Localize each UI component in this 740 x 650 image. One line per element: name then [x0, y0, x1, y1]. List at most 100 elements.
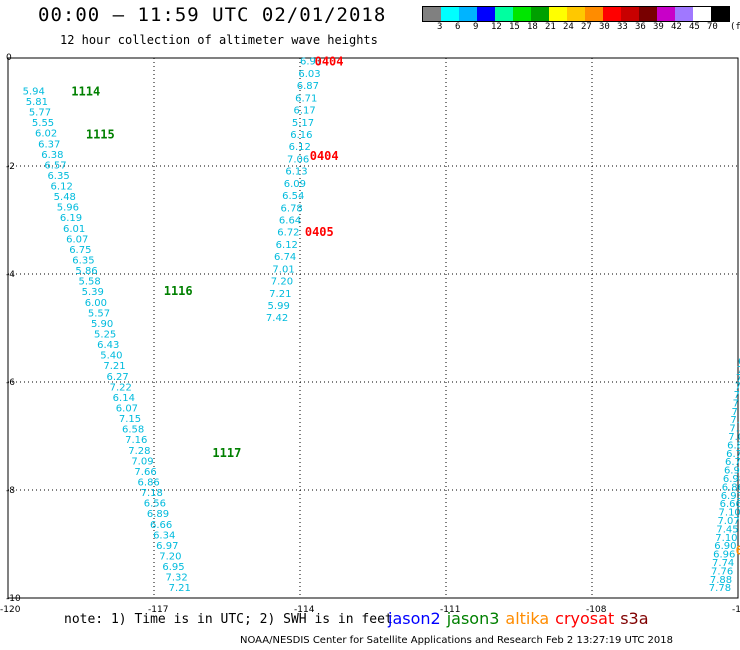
swh-value: 6.37: [38, 139, 60, 150]
pass-label: 0405: [305, 225, 334, 239]
color-swatch: [531, 7, 549, 21]
color-scale-tick: 33: [617, 22, 628, 32]
swh-value: 7: [735, 382, 740, 393]
lat-tick-label: 0: [6, 53, 12, 63]
swh-value: 6.72: [277, 228, 299, 239]
swh-value: 7: [737, 365, 740, 376]
swh-value: 7.76: [711, 566, 733, 577]
pass-label: 1114: [71, 84, 100, 98]
color-scale-tick: 15: [509, 22, 520, 32]
swh-value: 6: [738, 356, 740, 367]
swh-value: 7.21: [103, 361, 125, 372]
color-swatch: [711, 7, 729, 21]
swh-value: 6.12: [276, 240, 298, 251]
color-swatch: [549, 7, 567, 21]
swh-value: 7.5: [729, 424, 740, 435]
lon-tick-label: -108: [586, 605, 607, 615]
swh-value: 6.64: [279, 215, 301, 226]
lon-tick-label: -117: [148, 605, 168, 615]
swh-value: 6.16: [290, 130, 312, 141]
swh-value: 7.21: [169, 583, 191, 594]
color-swatch: [675, 7, 693, 21]
color-swatch: [585, 7, 603, 21]
lat-tick-label: -4: [6, 270, 15, 280]
map-title: 00:00 — 11:59 UTC 02/01/2018: [38, 4, 387, 26]
color-swatch: [657, 7, 675, 21]
color-scale-tick: 36: [635, 22, 646, 32]
swh-value: 6.56: [144, 499, 166, 510]
swh-value: 6.17: [294, 106, 316, 117]
color-swatch: [639, 7, 657, 21]
color-scale-tick: 3: [437, 22, 443, 32]
color-scale-tick: 21: [545, 22, 556, 32]
lon-tick-label: -105: [732, 605, 740, 615]
swh-value: 7.45: [716, 524, 738, 535]
lat-tick-label: -2: [6, 162, 15, 172]
color-scale-tick: 24: [563, 22, 574, 32]
color-swatch: [603, 7, 621, 21]
swh-value: 6.43: [97, 340, 119, 351]
lon-tick-label: -111: [440, 605, 460, 615]
swh-value: 6.96: [713, 550, 735, 561]
swh-value: 7.20: [271, 277, 293, 288]
pass-label: 1117: [212, 446, 241, 460]
swh-value: 6.93: [721, 491, 740, 502]
swh-value: 5.81: [26, 97, 48, 108]
swh-value: 6.74: [274, 252, 296, 263]
legend-jason2: jason2: [388, 609, 441, 628]
swh-value: 6.58: [122, 425, 144, 436]
footer-credit: NOAA/NESDIS Center for Satellite Applica…: [240, 635, 673, 646]
swh-value: 6.54: [282, 191, 304, 202]
swh-value: 7.20: [159, 551, 181, 562]
lat-tick-label: -10: [6, 594, 21, 604]
swh-value: 6.87: [297, 81, 319, 92]
swh-value: 6.02: [35, 129, 57, 140]
color-scale-tick: 18: [527, 22, 538, 32]
swh-value: 6.78: [281, 203, 303, 214]
color-scale-tick: 70: [707, 22, 718, 32]
color-scale-tick: 39: [653, 22, 664, 32]
swh-value: 7: [732, 407, 738, 418]
color-scale-tick: 27: [581, 22, 592, 32]
swh-value: 6.77: [726, 449, 740, 460]
swh-value: 6.13: [285, 167, 307, 178]
swh-value: 5.55: [32, 118, 54, 129]
swh-value: 5.39: [82, 287, 104, 298]
swh-value: 6.75: [69, 245, 91, 256]
swh-value: 6.12: [51, 182, 73, 193]
swh-value: 7.16: [125, 435, 147, 446]
lon-tick-label: -114: [294, 605, 315, 615]
swh-value: 7.28: [128, 446, 150, 457]
color-scale-tick: 45: [689, 22, 700, 32]
swh-value: 7: [736, 373, 740, 384]
swh-value: 6.27: [106, 372, 128, 383]
pass-label: 1115: [86, 128, 115, 142]
swh-value: 7.42: [266, 313, 288, 324]
lat-tick-label: -6: [6, 378, 15, 388]
swh-value: 6.38: [41, 150, 63, 161]
color-swatch: [693, 7, 711, 21]
swh-value: 7.1: [730, 415, 740, 426]
swh-value: 7.22: [110, 382, 132, 393]
swh-value: 7: [734, 390, 740, 401]
legend-altika: altika: [505, 609, 550, 628]
color-scale-unit: (ft): [730, 22, 740, 32]
map-subtitle: 12 hour collection of altimeter wave hei…: [60, 33, 378, 47]
swh-value: 6.85: [727, 440, 740, 451]
swh-value: 6.14: [113, 393, 135, 404]
swh-value: 6.34: [153, 530, 175, 541]
swh-value: 5.25: [94, 330, 116, 341]
swh-value: 7.78: [709, 583, 731, 594]
swh-value: 5.96: [57, 203, 79, 214]
swh-value: 6.98: [723, 474, 740, 485]
swh-value: 6.35: [47, 171, 69, 182]
lat-tick-label: -8: [6, 486, 15, 496]
swh-value: 5.94: [23, 86, 45, 97]
swh-value: 6.01: [63, 224, 85, 235]
units-note: note: 1) Time is in UTC; 2) SWH is in fe…: [64, 612, 393, 627]
swh-value: 5.17: [292, 118, 314, 129]
swh-value: 7.10: [715, 533, 737, 544]
color-swatch: [567, 7, 585, 21]
swh-value: 6.71: [725, 457, 740, 468]
swh-value: 5.86: [75, 266, 97, 277]
